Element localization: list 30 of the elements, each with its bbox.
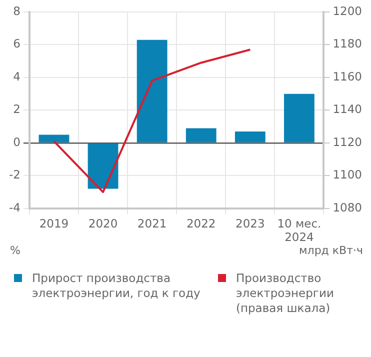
x-tick-label: 2020 — [88, 216, 118, 230]
y-tick-label: -4 — [9, 200, 20, 214]
x-tick-label: 10 мес. 2024 — [277, 216, 322, 244]
y2-tick-label: 1140 — [332, 102, 362, 116]
y2-tick-label: 1160 — [332, 69, 362, 84]
y-axis-title: % — [10, 244, 20, 257]
y-tick-label: 6 — [13, 36, 20, 51]
bar — [38, 134, 70, 142]
y-tick-label: 8 — [13, 4, 20, 18]
y-tick-label: 0 — [13, 134, 20, 149]
bar — [284, 94, 314, 142]
x-tick-label: 2022 — [186, 216, 216, 230]
bar — [136, 40, 168, 142]
x-tick-label: 2023 — [236, 216, 265, 230]
x-tick-label: 2019 — [39, 216, 69, 230]
bar — [88, 144, 118, 189]
y2-tick-label: 1120 — [332, 134, 362, 149]
y2-tick-label: 1180 — [332, 36, 362, 51]
y-tick-label: 4 — [13, 69, 20, 84]
bar — [186, 128, 216, 142]
y-tick-label: 2 — [13, 102, 20, 116]
y2-axis-title: млрд кВт·ч — [298, 244, 363, 257]
bar — [234, 131, 266, 142]
legend-label: Производство электроэнергии (правая шкала) — [236, 271, 335, 316]
x-tick-label: 2021 — [137, 216, 167, 230]
y2-tick-label: 1100 — [332, 168, 362, 182]
y-tick-label: -2 — [9, 168, 20, 182]
y2-tick-label: 1200 — [332, 4, 362, 18]
y2-tick-label: 1080 — [332, 200, 362, 214]
legend-label: Прирост производства электроэнергии, год к году — [32, 271, 202, 301]
